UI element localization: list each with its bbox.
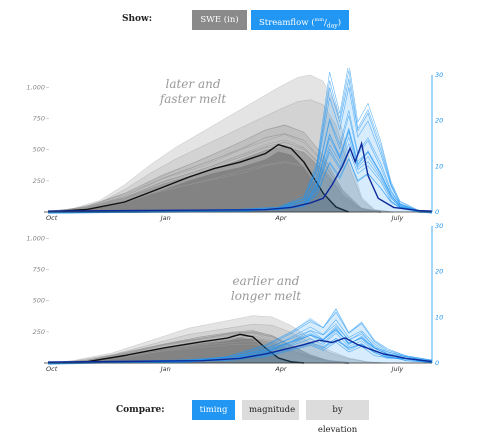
swe-year-line [47, 330, 349, 363]
compare-magnitude-button[interactable]: magnitude [242, 400, 299, 420]
x-month-label: Apr [274, 214, 288, 222]
streamflow-year-line [47, 311, 433, 363]
chart-annotation-line1: earlier and [233, 274, 300, 288]
y-right-tick-label: 20 [435, 268, 443, 276]
y-right-tick-label: 10 [435, 313, 443, 321]
y-left-tick-label: 750 [33, 115, 45, 123]
streamflow-envelope [48, 308, 432, 363]
streamflow-median-line [47, 140, 433, 212]
chart-top: 1,000 750 500 250 30 20 10 0 Oct Jan Apr July later … [26, 68, 443, 222]
streamflow-median-line [47, 337, 433, 363]
y-left-tick-label: 1,000 [26, 83, 45, 91]
x-month-label: July [390, 365, 404, 373]
x-month-label: Jan [159, 365, 171, 373]
swe-year-line [47, 336, 349, 364]
streamflow-button-label: Streamflow ( [258, 17, 315, 28]
swe-year-line [47, 125, 381, 214]
y-left-tick-label: 500 [33, 146, 45, 154]
chart-annotation-line2: longer melt [231, 289, 301, 303]
streamflow-unit-den: day [326, 22, 338, 30]
compare-elevation-button[interactable]: by elevation [306, 400, 369, 435]
x-month-label: Jan [159, 214, 171, 222]
swe-toggle-button[interactable]: SWE (in) [192, 10, 247, 30]
streamflow-year-line [47, 337, 433, 364]
chart-annotation-line1: later and [165, 77, 220, 91]
y-right-tick-label: 0 [435, 359, 439, 367]
streamflow-year-line [47, 70, 433, 214]
y-right-tick-label: 0 [435, 208, 439, 216]
swe-year-line [47, 335, 349, 365]
y-left-tick-label: 250 [33, 177, 45, 185]
swe-year-line [47, 161, 381, 213]
swe-year-line [47, 343, 349, 365]
compare-label: Compare: [116, 405, 165, 415]
streamflow-unit-num: mm [314, 17, 324, 23]
streamflow-button-close: ) [337, 17, 342, 28]
y-left-tick-label: 500 [33, 297, 45, 305]
show-label: Show: [122, 14, 153, 24]
streamflow-toggle-button[interactable]: Streamflow (mm/day) [251, 10, 349, 30]
swe-median-line [47, 143, 350, 213]
streamflow-year-line [47, 87, 433, 213]
swe-envelope-core [48, 151, 349, 212]
y-right-tick-label: 30 [435, 222, 443, 230]
swe-median-line [47, 333, 305, 364]
x-month-label: Oct [46, 365, 58, 373]
x-month-label: July [390, 214, 404, 222]
x-month-label: Oct [46, 214, 58, 222]
y-left-tick-label: 1,000 [26, 234, 45, 242]
y-left-tick-label: 250 [33, 328, 45, 336]
y-right-tick-label: 30 [435, 71, 443, 79]
swe-year-line [47, 133, 381, 213]
streamflow-year-line [47, 110, 433, 213]
compare-timing-button[interactable]: timing [192, 400, 235, 420]
swe-year-line [47, 147, 381, 212]
y-left-tick-label: 750 [33, 266, 45, 274]
x-month-label: Apr [274, 365, 288, 373]
chart-annotation-line2: faster melt [159, 92, 227, 106]
y-right-tick-label: 10 [435, 162, 443, 170]
chart-bottom: 1,000 750 500 250 30 20 10 0 Oct Jan Apr July earlie… [26, 222, 443, 373]
swe-year-line [47, 142, 381, 214]
streamflow-year-line [47, 319, 433, 365]
swe-year-line [47, 134, 381, 213]
swe-year-line [47, 162, 381, 213]
y-right-tick-label: 20 [435, 117, 443, 125]
